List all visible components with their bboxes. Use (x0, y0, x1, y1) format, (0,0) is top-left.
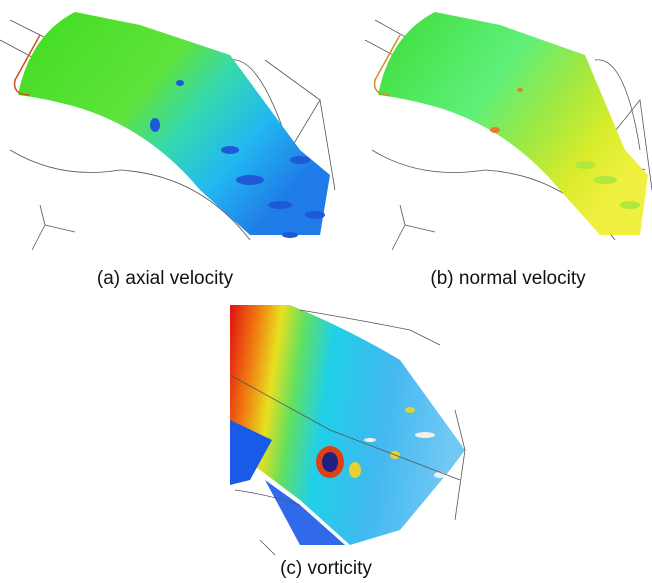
axis-triad (32, 205, 75, 250)
axis-triad (392, 205, 435, 250)
panel-c: (c) vorticity (230, 305, 465, 579)
vortex-core (322, 452, 338, 472)
panel-a: (a) axial velocity (0, 12, 335, 289)
page: (a) axial velocity (b) normal velocity (0, 0, 652, 583)
figure: (a) axial velocity (b) normal velocity (0, 0, 652, 583)
caption: (a) axial velocity (97, 268, 234, 289)
caption: (c) vorticity (280, 558, 372, 579)
caption: (b) normal velocity (430, 268, 586, 289)
blade-surface (378, 12, 648, 235)
vorticity-surface (230, 305, 465, 545)
panel-b: (b) normal velocity (365, 12, 652, 289)
